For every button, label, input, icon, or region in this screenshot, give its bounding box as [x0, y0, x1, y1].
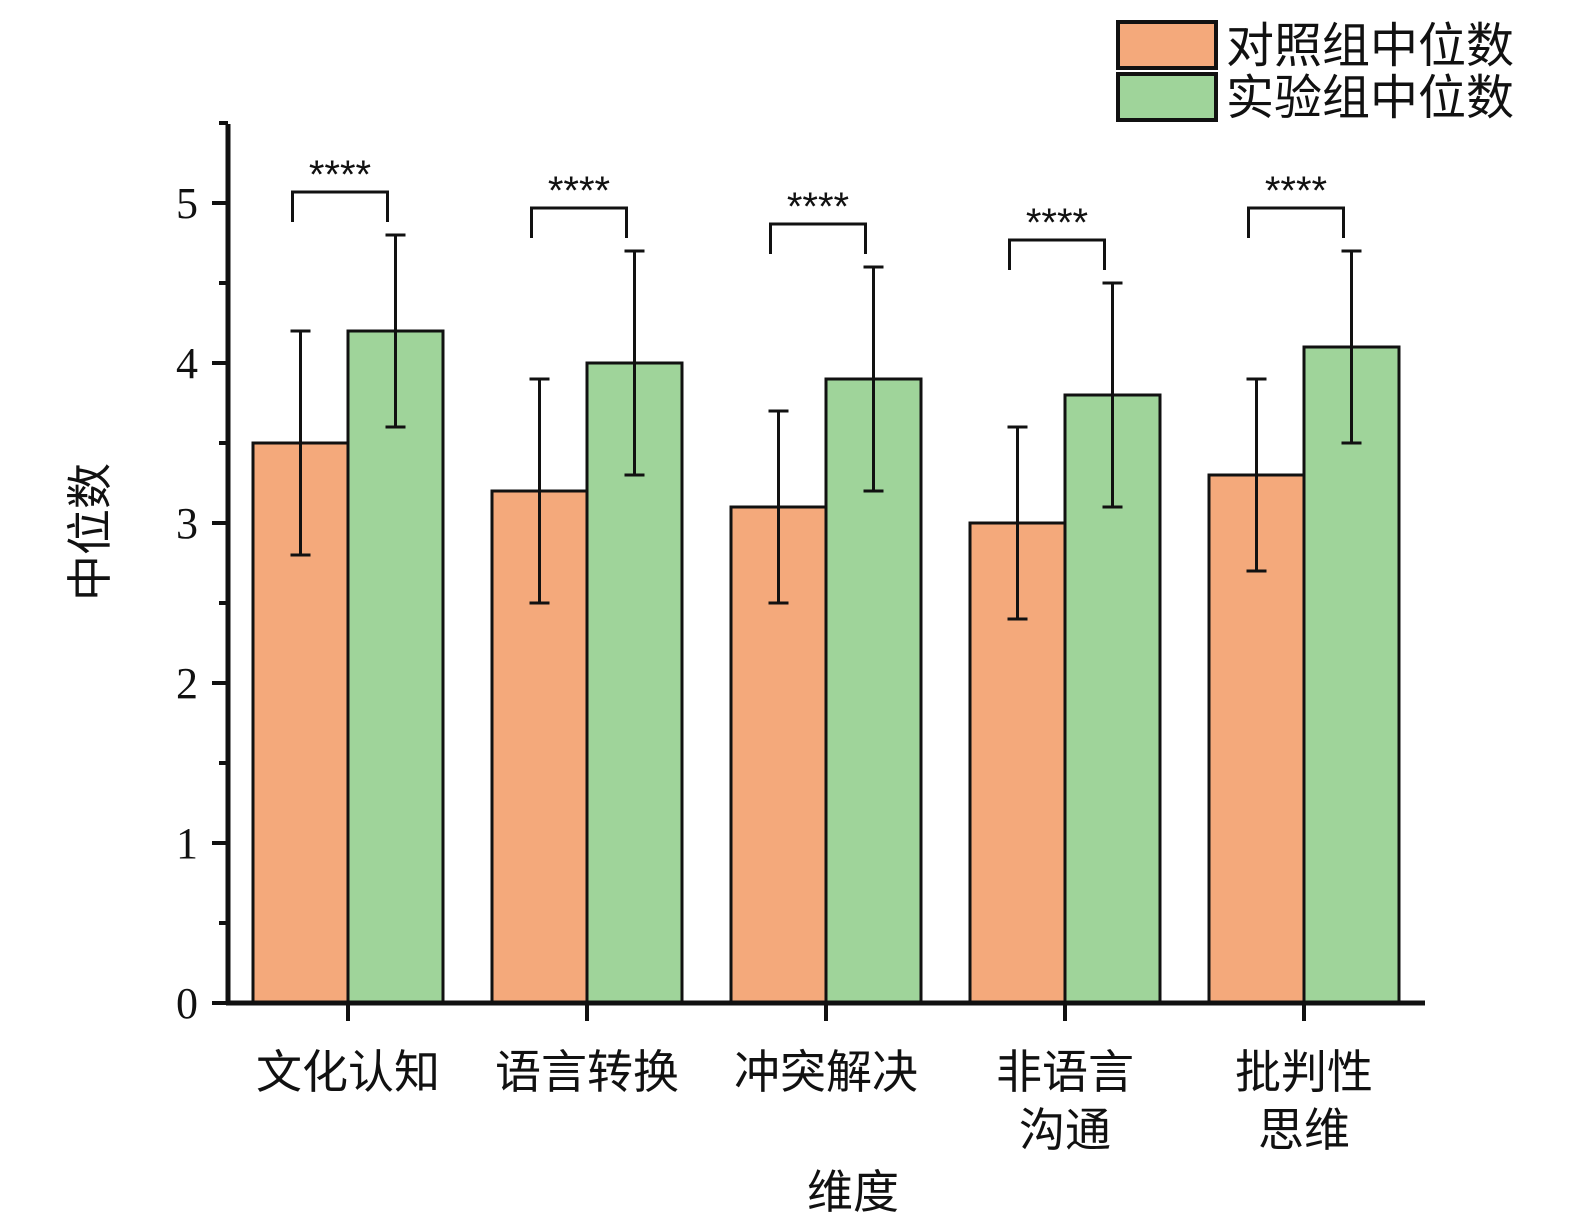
y-tick-label-1: 1 — [176, 819, 198, 868]
x-tick-label-2-0: 冲突解决 — [734, 1047, 918, 1098]
y-tick-label-0: 0 — [176, 979, 198, 1028]
significance-bracket-3 — [1008, 238, 1106, 270]
y-tick-label-3: 3 — [176, 499, 198, 548]
legend-label-0: 对照组中位数 — [1226, 20, 1514, 73]
legend-label-1: 实验组中位数 — [1226, 72, 1514, 125]
y-tick-label-2: 2 — [176, 659, 198, 708]
y-tick-label-5: 5 — [176, 179, 198, 228]
x-tick-label-3-1: 沟通 — [1019, 1105, 1111, 1156]
x-tick-label-4-0: 批判性 — [1235, 1047, 1373, 1098]
significance-bracket-2 — [769, 222, 867, 254]
significance-label-4: **** — [1265, 169, 1327, 213]
x-tick-label-0-0: 文化认知 — [256, 1047, 440, 1098]
legend-swatch-1 — [1116, 72, 1218, 122]
x-tick-label-4-1: 思维 — [1258, 1105, 1350, 1156]
legend-swatch-0 — [1116, 20, 1218, 70]
bar-experiment-4 — [1302, 345, 1401, 1005]
x-tick-label-1-0: 语言转换 — [495, 1047, 679, 1098]
significance-bracket-1 — [530, 206, 628, 238]
significance-label-1: **** — [548, 169, 610, 213]
significance-label-3: **** — [1026, 201, 1088, 245]
significance-label-0: **** — [309, 153, 371, 197]
y-axis-title: 中位数 — [65, 463, 116, 601]
y-tick-label-4: 4 — [176, 339, 198, 388]
x-tick-label-3-0: 非语言 — [996, 1047, 1134, 1098]
bar-experiment-0 — [346, 329, 445, 1005]
significance-bracket-0 — [291, 190, 389, 222]
significance-bracket-4 — [1247, 206, 1345, 238]
x-axis-title: 维度 — [807, 1167, 899, 1218]
significance-label-2: **** — [787, 185, 849, 229]
